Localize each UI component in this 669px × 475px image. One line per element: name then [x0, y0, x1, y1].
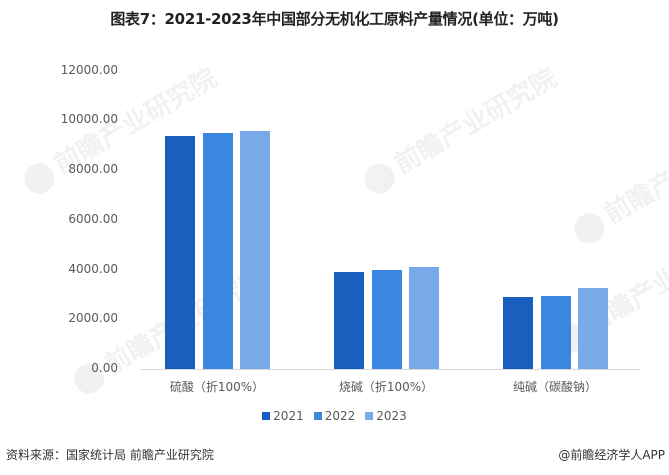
bar-2022-0	[203, 132, 233, 369]
legend-label: 2023	[376, 409, 407, 423]
legend-label: 2021	[273, 409, 304, 423]
watermark-text: 前瞻产业研究院	[565, 108, 669, 249]
legend-swatch-icon	[313, 412, 322, 420]
y-tick-label: 4000.00	[68, 261, 118, 276]
source-note: 资料来源：国家统计局 前瞻产业研究院	[6, 448, 214, 462]
legend-swatch-icon	[365, 412, 374, 420]
bar-2021-1	[334, 271, 364, 369]
watermark-logo-icon	[568, 207, 610, 249]
legend-item-2021: 2021	[262, 409, 304, 423]
legend-label: 2022	[324, 409, 356, 423]
watermark-logo-icon	[358, 157, 400, 199]
bar-2023-1	[409, 267, 439, 369]
chart-legend: 2021 2022 2023	[0, 409, 669, 423]
legend-swatch-icon	[262, 412, 271, 420]
credit-note: @前瞻经济学人APP	[558, 448, 665, 462]
y-tick-label: 12000.00	[60, 62, 118, 77]
x-tick-label: 硫酸（折100%）	[169, 380, 265, 394]
legend-item-2023: 2023	[365, 409, 407, 423]
x-axis-line	[140, 369, 640, 370]
y-tick-label: 2000.00	[68, 311, 118, 326]
bar-2021-2	[503, 296, 533, 369]
y-tick-label: 6000.00	[68, 211, 118, 226]
y-tick-label: 0.00	[91, 361, 118, 375]
bar-2023-0	[240, 130, 270, 369]
legend-item-2022: 2022	[313, 409, 356, 423]
y-tick-label: 10000.00	[60, 112, 118, 127]
x-tick-label: 纯碱（碳酸钠）	[512, 380, 597, 394]
bar-2021-0	[165, 135, 195, 369]
y-tick-label: 8000.00	[68, 162, 118, 176]
chart-title: 图表7：2021-2023年中国部分无机化工原料产量情况(单位：万吨)	[110, 10, 559, 28]
watermark-text: 前瞻产业研究院	[355, 58, 562, 199]
bar-2022-2	[541, 295, 571, 369]
x-tick-label: 烧碱（折100%）	[338, 380, 434, 394]
bar-2022-1	[372, 269, 402, 369]
bar-2023-2	[578, 287, 608, 369]
